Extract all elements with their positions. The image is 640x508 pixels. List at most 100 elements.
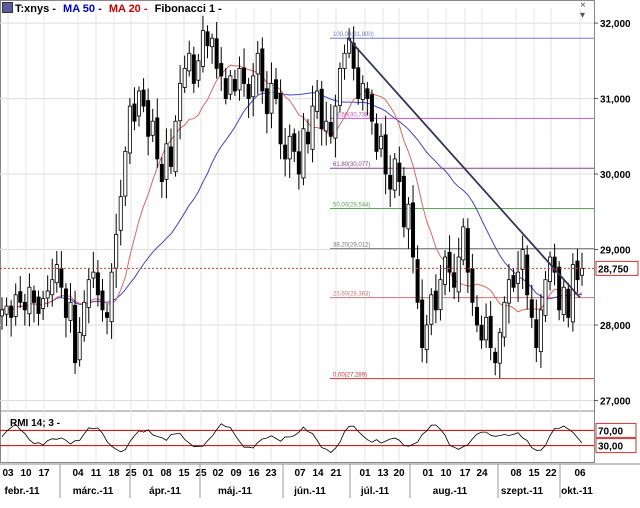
candle-body <box>516 271 521 284</box>
candle-body <box>91 271 96 279</box>
candle-body <box>150 120 155 136</box>
x-day-label: 17 <box>38 468 50 479</box>
candle-body <box>342 52 347 69</box>
candle-body <box>529 299 534 318</box>
x-month-label: aug.-11 <box>433 486 468 497</box>
candle-body <box>59 268 64 288</box>
rmi-line <box>1 423 583 454</box>
x-month-label: márc.-11 <box>73 486 114 497</box>
legend-ma20[interactable]: MA 20 - <box>108 3 148 15</box>
x-day-label: 11 <box>91 468 102 479</box>
fib-label: 50,00(29,544) <box>333 202 370 208</box>
candle-body <box>442 256 447 285</box>
x-month-label: febr.-11 <box>4 486 39 497</box>
x-day-label: 23 <box>265 468 277 479</box>
candle-body <box>488 316 493 349</box>
x-day-label: 17 <box>459 468 471 479</box>
candle-body <box>337 67 342 106</box>
legend-fibonacci[interactable]: Fibonacci 1 - <box>154 3 222 15</box>
last-price-label: 28,750 <box>598 264 629 275</box>
x-month-label: okt.-11 <box>561 486 593 497</box>
x-month-label: máj.-11 <box>218 486 252 497</box>
x-month-label: júl.-11 <box>360 486 390 497</box>
candle-body <box>214 38 219 69</box>
x-day-label: 18 <box>108 468 120 479</box>
close-icon[interactable]: × <box>580 0 586 11</box>
rmi-level-label: 30,00 <box>598 442 623 453</box>
legend-ma50[interactable]: MA 50 - <box>63 3 102 15</box>
candle-body <box>246 83 251 99</box>
candle-body <box>219 63 224 77</box>
candle-body <box>22 301 27 311</box>
candle-body <box>356 67 361 99</box>
x-day-label: 20 <box>393 468 405 479</box>
candle-body <box>310 105 315 150</box>
x-day-label: 04 <box>72 468 84 479</box>
fib-label: 0,00(27,289) <box>333 373 367 379</box>
candle-body <box>420 299 425 349</box>
candle-body <box>95 272 100 296</box>
x-day-label: 01 <box>422 468 434 479</box>
candle-body <box>82 301 87 337</box>
candle-body <box>506 279 511 304</box>
x-day-label: 02 <box>212 468 224 479</box>
x-day-label: 10 <box>20 468 32 479</box>
candle-body <box>484 317 489 341</box>
legend-ticker[interactable]: T:xnys - <box>15 3 56 15</box>
candle-body <box>324 120 329 132</box>
fibonacci-levels: 100,00(31,800)78,60(30,738)61,80(30,077)… <box>330 32 594 380</box>
candle-body <box>118 196 123 231</box>
candle-body <box>424 324 429 350</box>
candle-body <box>493 351 498 364</box>
x-day-label: 13 <box>377 468 389 479</box>
candle-body <box>31 290 36 303</box>
candle-body <box>68 301 73 321</box>
y-tick-label: 27,000 <box>600 396 631 407</box>
x-day-label: 25 <box>195 468 207 479</box>
y-tick-label: 29,000 <box>600 246 631 257</box>
candle-body <box>242 67 247 84</box>
candle-body <box>296 151 301 175</box>
chart-settings-icon[interactable] <box>2 2 13 13</box>
x-day-label: 24 <box>476 468 488 479</box>
candle-body <box>511 275 516 288</box>
candle-body <box>137 90 142 117</box>
menu-chevron-icon[interactable]: ▾ <box>580 10 586 21</box>
y-axis: 27,000 28,000 29,000 30,000 31,000 32,000 28,7… <box>0 19 639 407</box>
candle-body <box>452 272 457 288</box>
candle-body <box>50 279 55 296</box>
rmi-level-box <box>595 422 637 438</box>
x-day-label: 14 <box>312 468 324 479</box>
rmi-panel: 70,00 30,00 <box>0 422 637 454</box>
candle-body <box>328 121 333 137</box>
candle-body <box>570 264 575 323</box>
candle-body <box>73 304 78 364</box>
candle-body <box>173 120 178 173</box>
candle-body <box>9 305 14 318</box>
candle-body <box>465 228 470 273</box>
candle-body <box>438 279 443 310</box>
candle-body <box>155 117 160 160</box>
candle-body <box>470 268 475 303</box>
candle-body <box>232 79 237 92</box>
y-tick-label: 32,000 <box>600 19 631 30</box>
x-day-label: 07 <box>294 468 306 479</box>
candle-body <box>401 175 406 228</box>
candle-body <box>292 133 297 152</box>
candle-body <box>538 309 543 353</box>
candle-body <box>456 256 461 293</box>
x-day-label: 15 <box>178 468 190 479</box>
candle-body <box>251 75 256 98</box>
candle-body <box>178 83 183 122</box>
candle-body <box>127 105 132 154</box>
candle-body <box>474 307 479 326</box>
candle-body <box>548 256 553 283</box>
candle-body <box>415 259 420 303</box>
candle-body <box>164 143 169 180</box>
x-day-label: 21 <box>330 468 342 479</box>
candle-body <box>260 48 265 92</box>
candle-body <box>479 324 484 341</box>
candle-body <box>429 294 434 325</box>
candle-body <box>534 319 539 349</box>
candle-body <box>228 75 233 95</box>
